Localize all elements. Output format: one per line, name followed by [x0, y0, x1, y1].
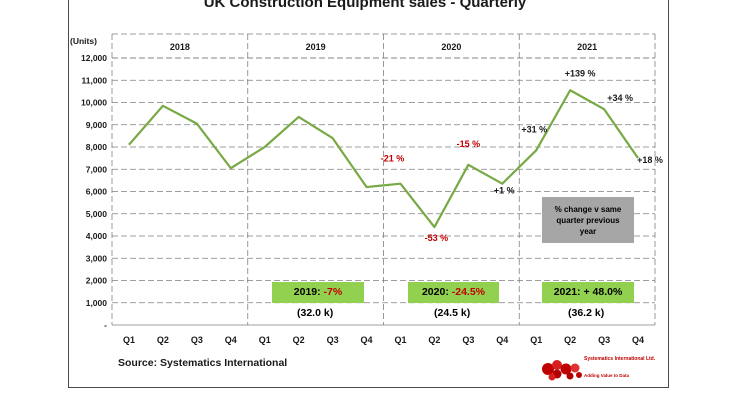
data-label: +31 %	[521, 124, 547, 134]
data-label: +1 %	[494, 186, 515, 196]
summary-2019-sub: (32.0 k)	[297, 307, 334, 319]
x-tick-label: Q1	[530, 335, 542, 345]
x-tick-label: Q2	[564, 335, 576, 345]
year-label: 2018	[170, 42, 190, 52]
x-tick-label: Q3	[191, 335, 203, 345]
y-axis-label: (Units)	[70, 36, 97, 46]
x-tick-label: Q4	[496, 335, 508, 345]
y-tick-label: 7,000	[86, 164, 108, 174]
summary-2020-sub: (24.5 k)	[434, 307, 471, 319]
y-tick-label: 11,000	[81, 75, 107, 85]
summary-2019: 2019: -7%	[272, 282, 364, 303]
summary-2019-pct: -7%	[323, 286, 343, 298]
y-tick-label: 8,000	[86, 142, 108, 152]
x-tick-label: Q1	[259, 335, 271, 345]
summary-2021-pct: + 48.0%	[583, 286, 623, 298]
source-note: Source: Systematics International	[118, 357, 288, 369]
summary-2021-label: 2021:	[553, 286, 581, 298]
callout-line-1: % change v same	[554, 204, 622, 214]
data-label: -21 %	[381, 154, 405, 164]
x-tick-label: Q2	[157, 335, 169, 345]
summary-2019-label: 2019:	[293, 286, 321, 298]
year-label: 2021	[577, 42, 597, 52]
x-tick-label: Q4	[225, 335, 237, 345]
y-tick-label: 9,000	[86, 120, 108, 130]
y-tick-label: 12,000	[81, 53, 107, 63]
summary-2021-sub: (36.2 k)	[568, 307, 605, 319]
x-tick-label: Q2	[428, 335, 440, 345]
callout-line-2: quarter previous	[556, 215, 620, 225]
systematics-logo	[542, 360, 582, 381]
y-tick-label: 5,000	[86, 209, 108, 219]
y-tick-label: 6,000	[86, 187, 108, 197]
series-line	[128, 89, 639, 229]
data-label: -53 %	[425, 233, 449, 243]
x-tick-label: Q3	[462, 335, 474, 345]
logo-text-company: Systematics International Ltd.	[584, 356, 656, 362]
x-tick-label: Q2	[293, 335, 305, 345]
x-tick-label: Q1	[123, 335, 135, 345]
data-label: +18 %	[637, 155, 663, 165]
year-label: 2019	[306, 42, 326, 52]
x-tick-label: Q4	[632, 335, 644, 345]
x-tick-label: Q4	[361, 335, 373, 345]
percent-change-callout: % change v same quarter previous year	[542, 197, 634, 243]
y-tick-label: 4,000	[86, 231, 108, 241]
chart-frame	[68, 0, 669, 388]
summary-2020: 2020: -24.5%	[408, 282, 499, 303]
x-tick-label: Q3	[327, 335, 339, 345]
callout-line-3: year	[579, 226, 597, 236]
y-tick-label: 2,000	[86, 276, 108, 286]
x-tick-label: Q1	[394, 335, 406, 345]
year-label: 2020	[441, 42, 461, 52]
x-tick-label: Q3	[598, 335, 610, 345]
summary-2020-label: 2020:	[421, 286, 449, 298]
y-tick-label: 10,000	[81, 98, 107, 108]
y-tick-label: -	[104, 320, 107, 330]
data-label: +139 %	[565, 68, 596, 78]
y-tick-label: 3,000	[86, 253, 108, 263]
logo-text-tagline: Adding Value to Data	[584, 373, 630, 378]
y-tick-label: 1,000	[86, 298, 108, 308]
summary-2020-pct: -24.5%	[451, 286, 486, 298]
summary-2021: 2021: + 48.0%	[542, 282, 634, 303]
chart-title: UK Construction Equipment sales - Quarte…	[203, 0, 527, 11]
data-label: +34 %	[607, 93, 633, 103]
data-label: -15 %	[457, 139, 481, 149]
